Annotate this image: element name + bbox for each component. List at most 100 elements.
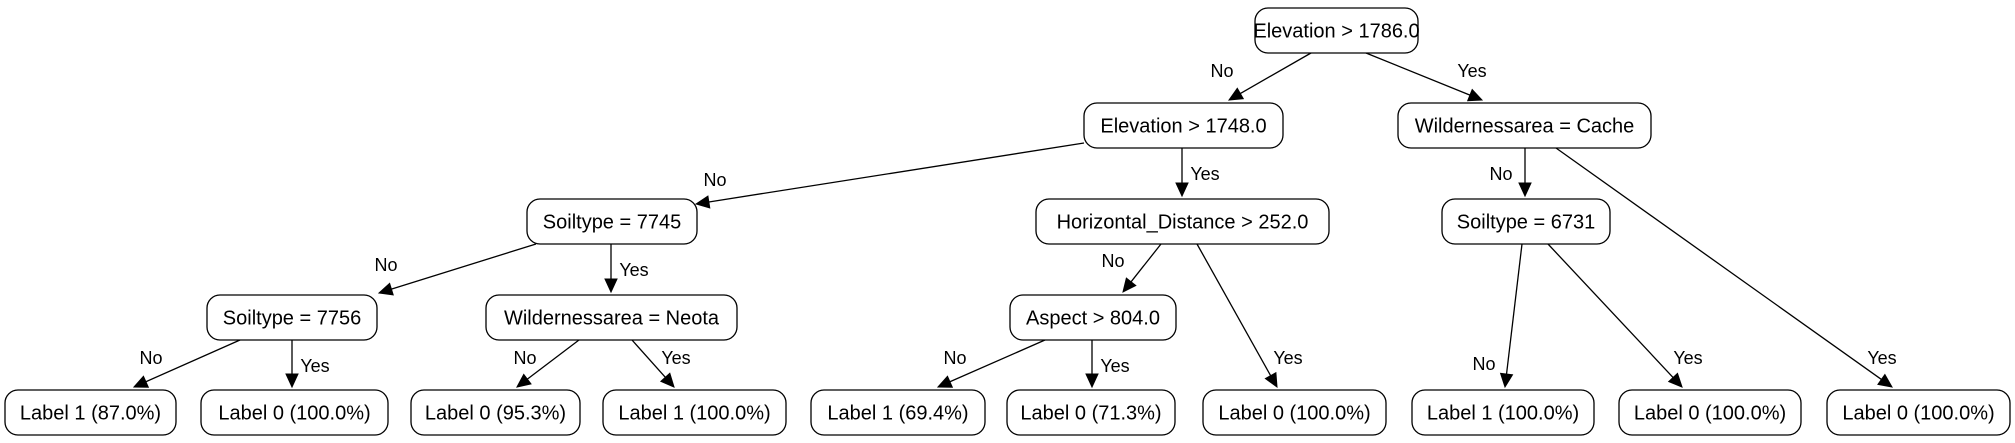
arrowhead-icon bbox=[1877, 373, 1893, 388]
node-box bbox=[200, 389, 389, 436]
node-box bbox=[1254, 7, 1419, 54]
edge-line bbox=[391, 243, 537, 290]
edge-line bbox=[1239, 52, 1312, 95]
edge-n4-l7: Yes bbox=[1196, 243, 1303, 389]
leaf-node-l5: Label 1 (69.4%) bbox=[810, 389, 986, 436]
leaf-label: Label 0 (100.0%) bbox=[1842, 403, 1994, 425]
node-box bbox=[1411, 389, 1595, 436]
edge-label: No bbox=[513, 348, 536, 368]
arrowhead-icon bbox=[1175, 182, 1189, 198]
arrowhead-icon bbox=[659, 372, 675, 388]
leaf-label: Label 0 (71.3%) bbox=[1020, 403, 1161, 425]
node-box bbox=[810, 389, 986, 436]
edge-line bbox=[1365, 52, 1471, 96]
arrowhead-icon bbox=[604, 278, 618, 294]
leaf-node-l10: Label 0 (100.0%) bbox=[1826, 389, 2011, 436]
edge-n1-n4: Yes bbox=[1175, 148, 1220, 198]
edges-layer: No Yes No Yes No Yes No Yes No Yes No Yes No Yes No Yes… bbox=[132, 52, 1897, 389]
decision-node-n6: Soiltype = 7756 bbox=[206, 294, 378, 341]
edge-label: Yes bbox=[661, 348, 690, 368]
edge-line bbox=[1555, 147, 1882, 380]
edge-label: Yes bbox=[619, 260, 648, 280]
edge-n8-l5: No bbox=[936, 339, 1046, 388]
edge-n1-n3: No bbox=[694, 142, 1085, 209]
edge-n2-n5: No bbox=[1489, 148, 1532, 198]
edge-line bbox=[145, 339, 241, 383]
split-condition: Soiltype = 7745 bbox=[543, 212, 681, 234]
edge-line bbox=[1196, 243, 1272, 376]
leaf-node-l7: Label 0 (100.0%) bbox=[1202, 389, 1387, 436]
arrowhead-icon bbox=[285, 373, 299, 389]
leaf-node-l9: Label 0 (100.0%) bbox=[1618, 389, 1802, 436]
edge-n4-n8: No bbox=[1101, 243, 1162, 293]
edge-line bbox=[708, 142, 1085, 203]
split-condition: Horizontal_Distance > 252.0 bbox=[1057, 212, 1309, 234]
edge-label: No bbox=[374, 255, 397, 275]
leaf-node-l2: Label 0 (100.0%) bbox=[200, 389, 389, 436]
leaf-node-l4: Label 1 (100.0%) bbox=[602, 389, 787, 436]
split-condition: Wildernessarea = Cache bbox=[1415, 116, 1635, 138]
split-condition: Aspect > 804.0 bbox=[1026, 308, 1160, 330]
edge-n0-n2: Yes bbox=[1365, 52, 1487, 102]
edge-label: Yes bbox=[1673, 348, 1702, 368]
node-box bbox=[485, 294, 738, 341]
node-box bbox=[1826, 389, 2011, 436]
edge-label: No bbox=[943, 348, 966, 368]
decision-node-n5: Soiltype = 6731 bbox=[1441, 198, 1611, 245]
node-box bbox=[602, 389, 787, 436]
leaf-label: Label 0 (100.0%) bbox=[1634, 403, 1786, 425]
node-box bbox=[1035, 198, 1330, 245]
leaf-node-l8: Label 1 (100.0%) bbox=[1411, 389, 1595, 436]
edge-n3-n7: Yes bbox=[604, 244, 649, 294]
edge-n6-l1: No bbox=[132, 339, 241, 388]
leaf-label: Label 1 (87.0%) bbox=[20, 403, 161, 425]
split-condition: Wildernessarea = Neota bbox=[504, 308, 720, 330]
arrowhead-icon bbox=[132, 375, 150, 388]
arrowhead-icon bbox=[1122, 277, 1137, 293]
split-condition: Elevation > 1748.0 bbox=[1100, 116, 1266, 138]
edge-label: No bbox=[139, 348, 162, 368]
node-box bbox=[1006, 389, 1176, 436]
arrowhead-icon bbox=[1499, 372, 1514, 389]
decision-node-n4: Horizontal_Distance > 252.0 bbox=[1035, 198, 1330, 245]
leaf-label: Label 1 (100.0%) bbox=[1427, 403, 1579, 425]
leaf-label: Label 1 (100.0%) bbox=[618, 403, 770, 425]
arrowhead-icon bbox=[1264, 371, 1278, 389]
node-box bbox=[1202, 389, 1387, 436]
node-box bbox=[526, 198, 698, 245]
node-box bbox=[1083, 102, 1284, 149]
node-box bbox=[1009, 294, 1177, 341]
decision-node-n2: Wildernessarea = Cache bbox=[1397, 102, 1652, 149]
edge-n6-l2: Yes bbox=[285, 340, 330, 389]
leaf-node-l3: Label 0 (95.3%) bbox=[410, 389, 581, 436]
arrowhead-icon bbox=[694, 195, 711, 209]
decision-node-n3: Soiltype = 7745 bbox=[526, 198, 698, 245]
decision-node-n0: Elevation > 1786.0 bbox=[1253, 7, 1420, 54]
arrowhead-icon bbox=[516, 373, 532, 388]
edge-label: Yes bbox=[1190, 164, 1219, 184]
node-box bbox=[206, 294, 378, 341]
split-condition: Soiltype = 7756 bbox=[223, 308, 361, 330]
node-box bbox=[4, 389, 177, 436]
edge-label: No bbox=[1101, 251, 1124, 271]
decision-node-n8: Aspect > 804.0 bbox=[1009, 294, 1177, 341]
edge-line bbox=[1505, 243, 1523, 375]
decision-node-n1: Elevation > 1748.0 bbox=[1083, 102, 1284, 149]
leaf-label: Label 0 (100.0%) bbox=[1218, 403, 1370, 425]
arrowhead-icon bbox=[377, 282, 394, 296]
arrowhead-icon bbox=[1667, 372, 1683, 388]
leaf-label: Label 1 (69.4%) bbox=[827, 403, 968, 425]
edge-n5-l9: Yes bbox=[1547, 243, 1703, 388]
node-box bbox=[1397, 102, 1652, 149]
edge-label: Yes bbox=[1457, 61, 1486, 81]
leaf-node-l1: Label 1 (87.0%) bbox=[4, 389, 177, 436]
edge-line bbox=[949, 339, 1046, 383]
arrowhead-icon bbox=[1518, 182, 1532, 198]
edge-n7-l4: Yes bbox=[631, 339, 691, 388]
leaf-node-l6: Label 0 (71.3%) bbox=[1006, 389, 1176, 436]
edge-n2-l10: Yes bbox=[1555, 147, 1897, 388]
arrowhead-icon bbox=[1085, 373, 1099, 389]
leaf-label: Label 0 (95.3%) bbox=[425, 403, 566, 425]
node-box bbox=[1441, 198, 1611, 245]
